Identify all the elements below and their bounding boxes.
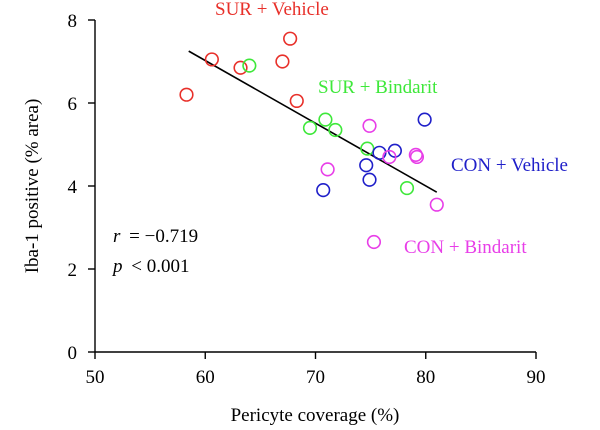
data-point-series-3 bbox=[429, 197, 444, 212]
series-label: CON + Bindarit bbox=[404, 237, 527, 258]
r-value: = −0.719 bbox=[129, 226, 198, 247]
data-point-series-1 bbox=[318, 112, 333, 127]
y-tick-label: 2 bbox=[68, 260, 78, 281]
data-point-series-2 bbox=[417, 112, 432, 127]
y-axis-title: Iba-1 positive (% area) bbox=[22, 99, 43, 274]
x-tick-label: 70 bbox=[306, 367, 325, 388]
ticks: 50 60 70 80 90 0 2 4 6 8 bbox=[68, 11, 546, 388]
series-label: SUR + Bindarit bbox=[318, 77, 438, 98]
data-point-series-3 bbox=[320, 162, 335, 177]
data-point-series-2 bbox=[316, 183, 331, 198]
data-point-series-2 bbox=[362, 172, 377, 187]
data-point-series-0 bbox=[179, 87, 194, 102]
data-point-series-0 bbox=[204, 52, 219, 67]
x-tick-label: 80 bbox=[416, 367, 435, 388]
data-point-series-0 bbox=[283, 31, 298, 46]
data-point-series-1 bbox=[242, 58, 257, 73]
y-tick-label: 6 bbox=[68, 94, 78, 115]
data-point-series-0 bbox=[233, 60, 248, 75]
data-point-series-3 bbox=[366, 234, 382, 250]
data-point-series-0 bbox=[275, 54, 290, 69]
p-statistic: p < 0.001 bbox=[111, 256, 189, 277]
x-tick-label: 60 bbox=[196, 367, 215, 388]
series-labels: SUR + Vehicle SUR + Bindarit CON + Vehicle… bbox=[215, 0, 568, 258]
x-tick-label: 90 bbox=[527, 367, 546, 388]
x-axis-title: Pericyte coverage (%) bbox=[231, 405, 400, 426]
r-symbol: r bbox=[113, 226, 121, 247]
data-point-series-3 bbox=[382, 149, 397, 165]
data-point-series-2 bbox=[359, 158, 374, 173]
p-value: < 0.001 bbox=[131, 256, 189, 277]
series-label: CON + Vehicle bbox=[451, 155, 568, 176]
data-point-series-3 bbox=[362, 118, 377, 133]
axes bbox=[94, 20, 536, 353]
data-point-series-3 bbox=[409, 149, 425, 165]
data-point-series-1 bbox=[360, 141, 375, 156]
y-tick-label: 4 bbox=[68, 177, 78, 198]
r-statistic: r = −0.719 bbox=[113, 226, 198, 247]
y-tick-label: 0 bbox=[68, 343, 78, 364]
y-tick-label: 8 bbox=[68, 11, 78, 32]
data-point-series-1 bbox=[328, 122, 343, 138]
data-point-series-1 bbox=[302, 120, 318, 135]
x-tick-label: 50 bbox=[86, 367, 105, 388]
correlation-stats: r = −0.719 p < 0.001 bbox=[111, 226, 198, 277]
data-points bbox=[179, 31, 444, 250]
series-label: SUR + Vehicle bbox=[215, 0, 329, 20]
data-point-series-1 bbox=[399, 180, 415, 196]
p-symbol: p bbox=[111, 256, 123, 277]
data-point-series-0 bbox=[289, 93, 304, 109]
